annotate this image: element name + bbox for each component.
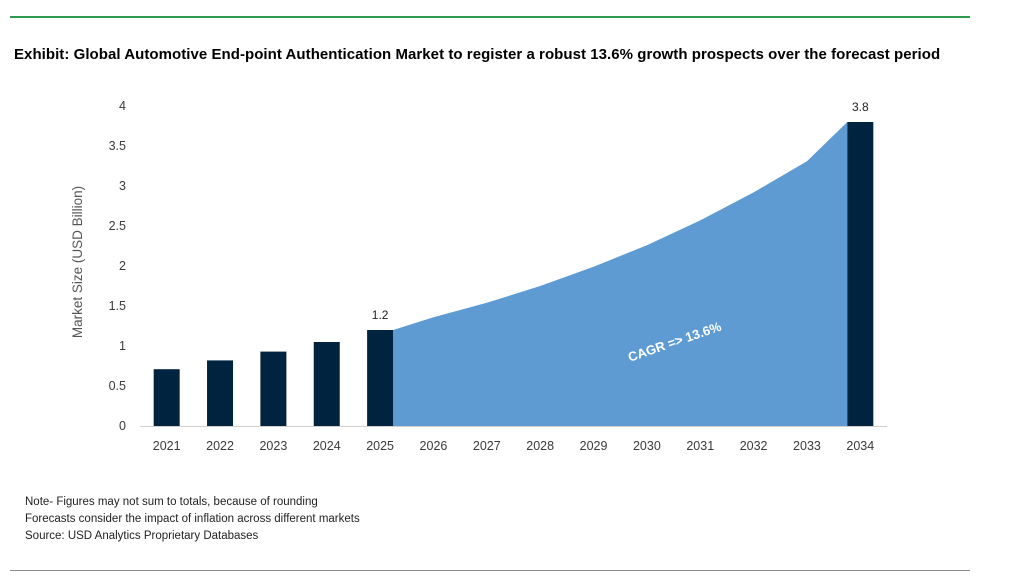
notes-block: Note- Figures may not sum to totals, bec…	[25, 494, 360, 545]
y-tick-label: 1	[119, 339, 126, 353]
bar-2021	[153, 369, 180, 426]
y-tick-label: 2.5	[109, 219, 126, 233]
x-tick-label: 2027	[473, 439, 501, 453]
bottom-rule	[10, 570, 970, 571]
note-inflation: Forecasts consider the impact of inflati…	[25, 513, 360, 525]
x-tick-label: 2034	[846, 439, 874, 453]
x-tick-label: 2022	[206, 439, 234, 453]
x-tick-label: 2021	[153, 439, 181, 453]
data-label-2034: 3.8	[852, 100, 869, 114]
x-tick-label: 2026	[420, 439, 448, 453]
chart-title: Exhibit: Global Automotive End-point Aut…	[14, 46, 941, 63]
bar-2024	[313, 342, 340, 426]
x-tick-label: 2023	[259, 439, 287, 453]
y-tick-label: 0	[119, 419, 126, 433]
y-tick-label: 4	[119, 99, 126, 113]
x-tick-label: 2028	[526, 439, 554, 453]
cagr-area	[393, 122, 848, 426]
bar-2025	[367, 330, 394, 426]
y-tick-label: 0.5	[109, 379, 126, 393]
x-tick-label: 2033	[793, 439, 821, 453]
title-top-rule	[10, 16, 970, 18]
x-tick-label: 2032	[740, 439, 768, 453]
y-tick-label: 3	[119, 179, 126, 193]
y-tick-label: 2	[119, 259, 126, 273]
bar-2022	[207, 360, 234, 426]
note-rounding: Note- Figures may not sum to totals, bec…	[25, 496, 318, 508]
note-source: Source: USD Analytics Proprietary Databa…	[25, 530, 259, 542]
bar-2034	[847, 122, 874, 426]
x-tick-label: 2029	[580, 439, 608, 453]
y-tick-label: 1.5	[109, 299, 126, 313]
bar-2023	[260, 351, 287, 426]
x-tick-label: 2025	[366, 439, 394, 453]
x-tick-label: 2031	[686, 439, 714, 453]
x-tick-label: 2030	[633, 439, 661, 453]
y-axis-title: Market Size (USD Billion)	[70, 186, 85, 338]
x-tick-label: 2024	[313, 439, 341, 453]
y-tick-label: 3.5	[109, 139, 126, 153]
data-label-2025: 1.2	[372, 308, 389, 322]
